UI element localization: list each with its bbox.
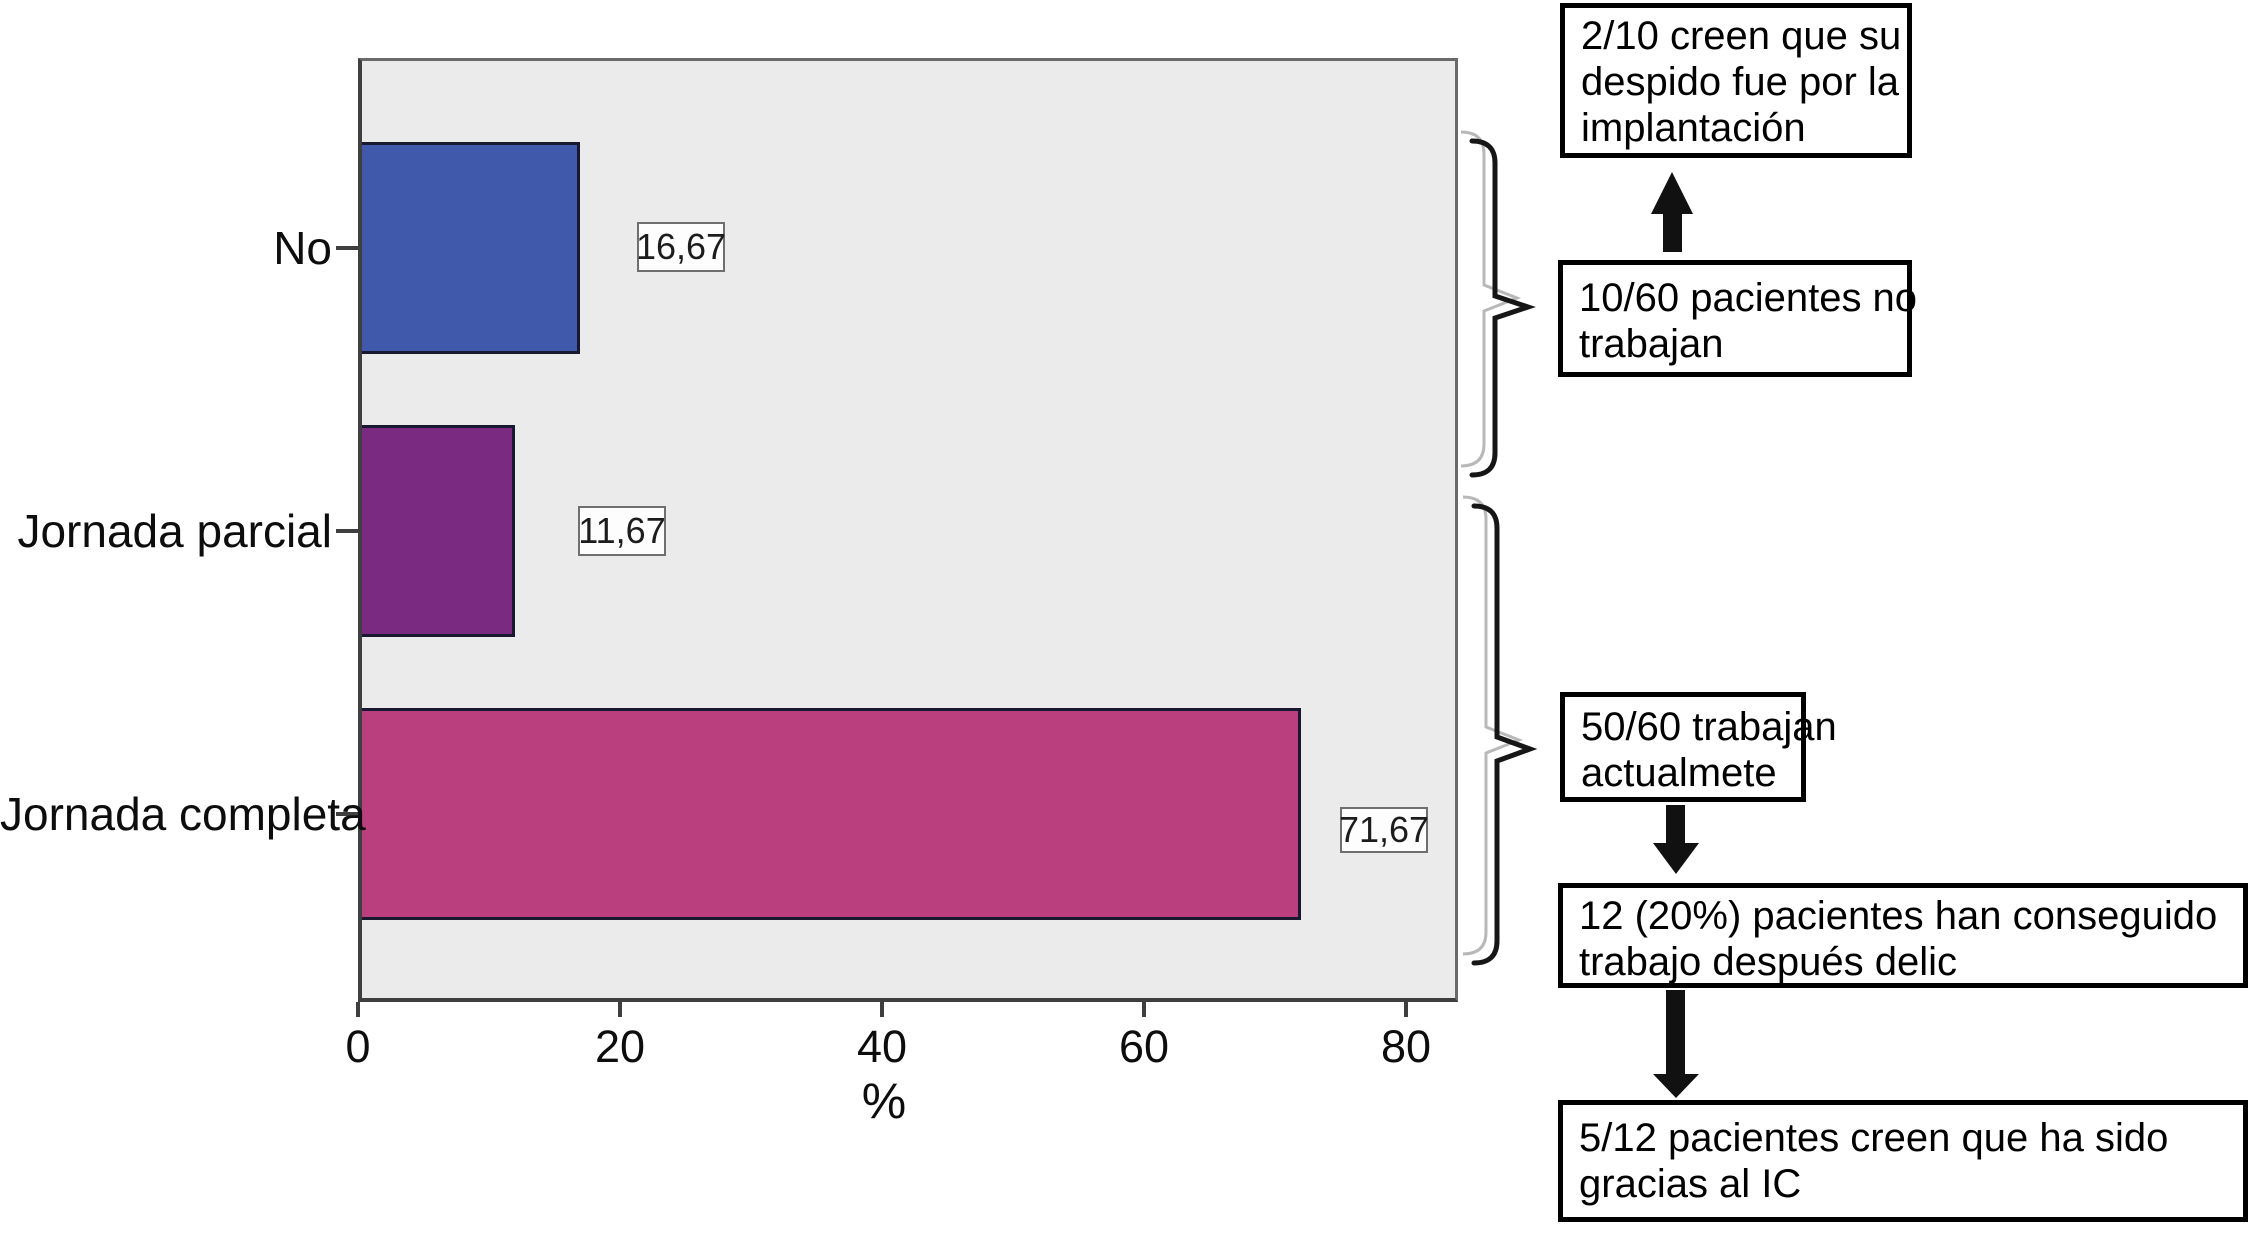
x-tick-40 — [880, 1002, 884, 1017]
y-axis-label-jornada-completa: Jornada completa — [0, 788, 366, 840]
y-tick-jornada-completa — [336, 812, 358, 816]
bar-no — [362, 142, 580, 354]
annotation-box-conseguido: 12 (20%) pacientes han conseguido trabaj… — [1558, 883, 2248, 988]
x-tick-20 — [618, 1002, 622, 1017]
curly-brace-top-icon — [1460, 130, 1538, 966]
x-tick-label-60: 60 — [1118, 1021, 1170, 1072]
y-tick-no — [336, 246, 358, 250]
x-tick-label-80: 80 — [1380, 1021, 1432, 1072]
annotation-line: implantación — [1581, 106, 1806, 150]
annotation-box-no-trabajan: 10/60 pacientes no trabajan — [1558, 260, 1918, 377]
y-axis-label-no: No — [273, 222, 332, 274]
arrow-down-icon-1 — [1653, 805, 1699, 874]
value-label-no: 16,67 — [635, 222, 727, 272]
x-tick-label-0: 0 — [345, 1021, 371, 1072]
annotation-line: despido fue por la — [1581, 60, 1900, 104]
annotation-line: 10/60 pacientes no — [1579, 276, 1918, 320]
x-axis-title: % — [861, 1073, 907, 1129]
annotation-line: trabajan — [1579, 322, 1724, 366]
annotation-line: 12 (20%) pacientes han conseguido — [1579, 894, 2218, 938]
arrow-down-icon-2 — [1653, 990, 1699, 1098]
x-tick-label-40: 40 — [856, 1021, 908, 1072]
annotation-box-despido: 2/10 creen que su despido fue por la imp… — [1560, 3, 1912, 158]
value-label-jornada-parcial: 11,67 — [578, 506, 666, 556]
x-tick-80 — [1404, 1002, 1408, 1017]
value-label-jornada-parcial-text: 11,67 — [578, 510, 666, 551]
value-label-jornada-completa: 71,67 — [1338, 807, 1430, 853]
plot-area — [358, 58, 1458, 1002]
x-tick-0 — [356, 1002, 360, 1017]
annotation-line: 5/12 pacientes creen que ha sido — [1579, 1116, 2169, 1160]
annotation-line: 2/10 creen que su — [1581, 14, 1902, 58]
annotation-box-gracias: 5/12 pacientes creen que ha sido gracias… — [1558, 1100, 2248, 1222]
annotation-line: trabajo después delic — [1579, 940, 1958, 984]
y-axis-label-jornada-parcial: Jornada parcial — [17, 505, 332, 557]
annotation-line: gracias al IC — [1579, 1162, 1802, 1206]
annotation-line: 50/60 trabajan — [1581, 705, 1837, 749]
arrow-up-icon — [1651, 172, 1693, 252]
x-tick-label-20: 20 — [594, 1021, 646, 1072]
bar-jornada-parcial — [362, 425, 515, 637]
annotation-box-trabajan: 50/60 trabajan actualmete — [1560, 692, 1837, 802]
value-label-no-text: 16,67 — [635, 226, 727, 267]
value-label-jornada-completa-text: 71,67 — [1338, 809, 1430, 850]
bar-jornada-completa — [362, 708, 1301, 920]
annotation-line: actualmete — [1581, 751, 1777, 795]
y-tick-jornada-parcial — [336, 529, 358, 533]
x-tick-60 — [1142, 1002, 1146, 1017]
